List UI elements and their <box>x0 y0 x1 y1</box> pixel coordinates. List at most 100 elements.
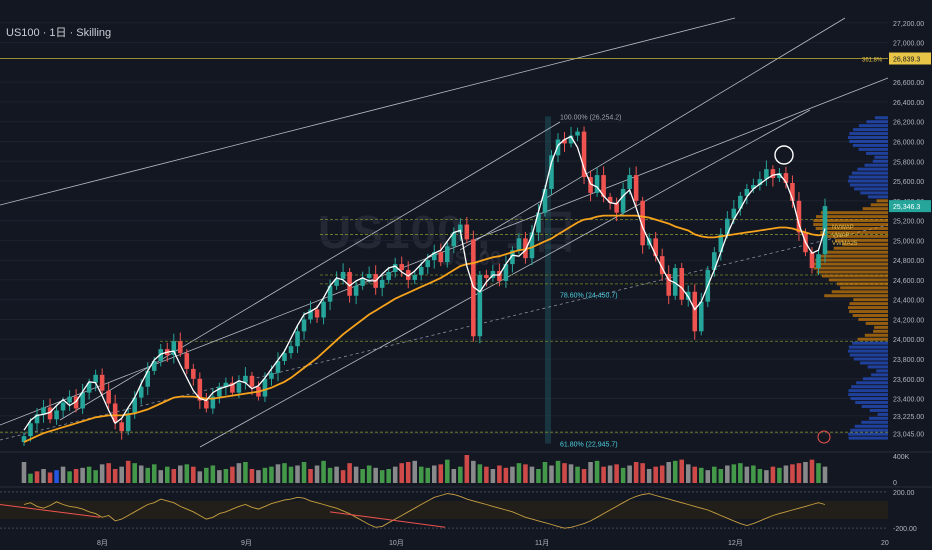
volume-bar <box>132 463 137 483</box>
volume-bar <box>210 465 216 483</box>
volume-profile-bar <box>815 215 888 219</box>
volume-profile-bar <box>854 424 888 428</box>
candle-body <box>418 267 424 275</box>
candle-body <box>516 238 522 251</box>
y-axis: 27,200.00 27,000.00 26,600.00 26,400.00 26,2… <box>893 21 924 439</box>
volume-profile-bar <box>813 262 888 266</box>
volume-profile-bar <box>849 183 888 187</box>
volume-profile-bar <box>813 266 888 270</box>
x-tick-label: 12月 <box>728 539 743 547</box>
volume-bar <box>529 466 535 483</box>
volume-bar <box>151 464 157 483</box>
candle-body <box>340 272 346 279</box>
candle-body <box>581 131 587 178</box>
volume-bar <box>601 466 606 483</box>
volume-bar <box>770 466 776 483</box>
candle-body <box>379 279 385 288</box>
candle-body <box>607 196 613 203</box>
candle-body <box>288 346 294 354</box>
candle-body <box>41 407 46 415</box>
candle-body <box>106 390 111 404</box>
volume-bar <box>275 464 281 483</box>
volume-bar <box>269 466 274 483</box>
candle-body <box>614 202 619 213</box>
volume-bar <box>490 469 496 483</box>
oscillator-pane: 200.00 -200.00 <box>0 486 932 533</box>
x-tick-label: 20 <box>881 540 889 547</box>
candle-body <box>93 374 98 383</box>
candle-body <box>672 268 678 296</box>
volume-profile-bar <box>870 203 888 207</box>
volume-bar <box>282 463 287 483</box>
volume-bar <box>249 469 255 483</box>
candle-body <box>275 360 281 373</box>
candle-body <box>497 271 502 281</box>
volume-bar <box>86 466 92 483</box>
volume-profile-bar <box>842 242 888 246</box>
volume-profile-bar <box>815 258 888 262</box>
volume-bar <box>796 463 802 483</box>
candle-body <box>712 252 717 271</box>
volume-bar <box>464 455 470 483</box>
volume-profile-bar <box>874 325 888 329</box>
volume-profile-bar <box>861 420 888 424</box>
volume-bar <box>321 460 326 483</box>
volume-bar <box>204 467 209 483</box>
volume-profile-bar <box>866 151 888 155</box>
volume-bar <box>80 467 85 483</box>
volume-bar <box>41 469 46 483</box>
y-tick-label: 23,045.00 <box>893 432 924 439</box>
volume-profile-bar <box>852 314 888 318</box>
candle-body <box>503 264 509 281</box>
volume-profile-bar <box>837 282 888 286</box>
volume-profile-bar <box>850 428 888 432</box>
volume-bar <box>334 466 339 483</box>
candle-body <box>594 175 600 193</box>
volume-bar <box>301 462 307 483</box>
volume-bar <box>646 469 652 483</box>
volume-profile-bar <box>853 298 888 302</box>
volume-bar <box>353 466 359 483</box>
candle-body <box>659 256 665 274</box>
level-label: NVWAP <box>832 225 854 231</box>
candle-body <box>151 360 157 371</box>
candle-body <box>764 169 769 180</box>
trend-line <box>0 17 736 206</box>
osc-trend <box>329 511 446 528</box>
candle-body <box>575 131 580 136</box>
y-tick-label: 25,000.00 <box>893 238 924 245</box>
candle-body <box>633 175 639 201</box>
candle-body <box>653 238 658 257</box>
candle-body <box>321 301 326 318</box>
volume-profile-bar <box>857 167 888 171</box>
candle-body <box>445 246 450 263</box>
candle-body <box>542 188 548 213</box>
volume-bar <box>106 463 111 483</box>
osc-axis-label: 200.00 <box>893 490 915 497</box>
candle-body <box>249 375 255 387</box>
y-tick-label: 24,400.00 <box>893 298 924 305</box>
volume-bar <box>73 469 79 483</box>
candle-body <box>536 212 541 233</box>
volume-profile-bar <box>831 290 888 294</box>
volume-profile-bar <box>853 357 888 361</box>
volume-pane: 400K 0 <box>0 451 932 487</box>
candle-body <box>145 370 151 387</box>
volume-bar <box>425 467 431 483</box>
candle-body <box>412 274 418 280</box>
candle-body <box>738 195 743 209</box>
fib-labels: 100.00% (26,254.2) 78.60% (24,450.7) 61.80… <box>560 114 622 448</box>
y-tick-label: 26,000.00 <box>893 139 924 146</box>
volume-bar <box>731 464 737 483</box>
badge-value: 25,346.3 <box>893 204 920 211</box>
candle-body <box>588 177 593 193</box>
fib-label: 61.80% (22,945.7) <box>560 441 618 448</box>
candle-body <box>223 382 229 387</box>
volume-bar <box>777 467 782 483</box>
candle-body <box>620 188 626 213</box>
candle-body <box>529 232 535 259</box>
volume-bar <box>399 463 404 483</box>
candle-body <box>28 423 33 437</box>
volume-bar <box>685 464 691 483</box>
